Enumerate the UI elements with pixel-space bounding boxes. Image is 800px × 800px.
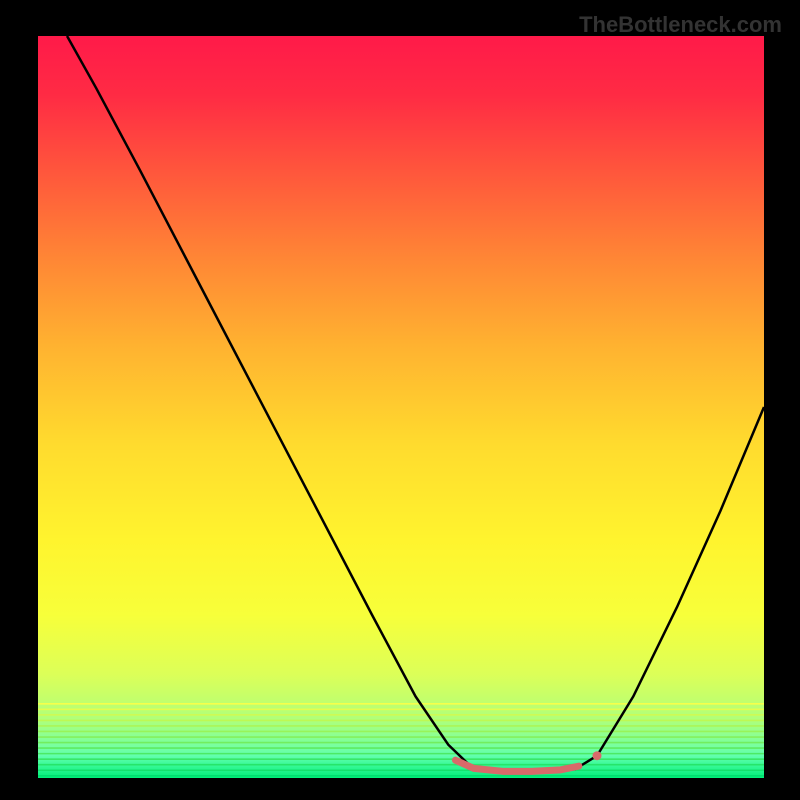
bottleneck-curve-chart — [38, 36, 764, 778]
watermark-text: TheBottleneck.com — [579, 12, 782, 38]
optimal-zone-end-dot — [593, 751, 602, 760]
chart-frame: TheBottleneck.com — [0, 0, 800, 800]
